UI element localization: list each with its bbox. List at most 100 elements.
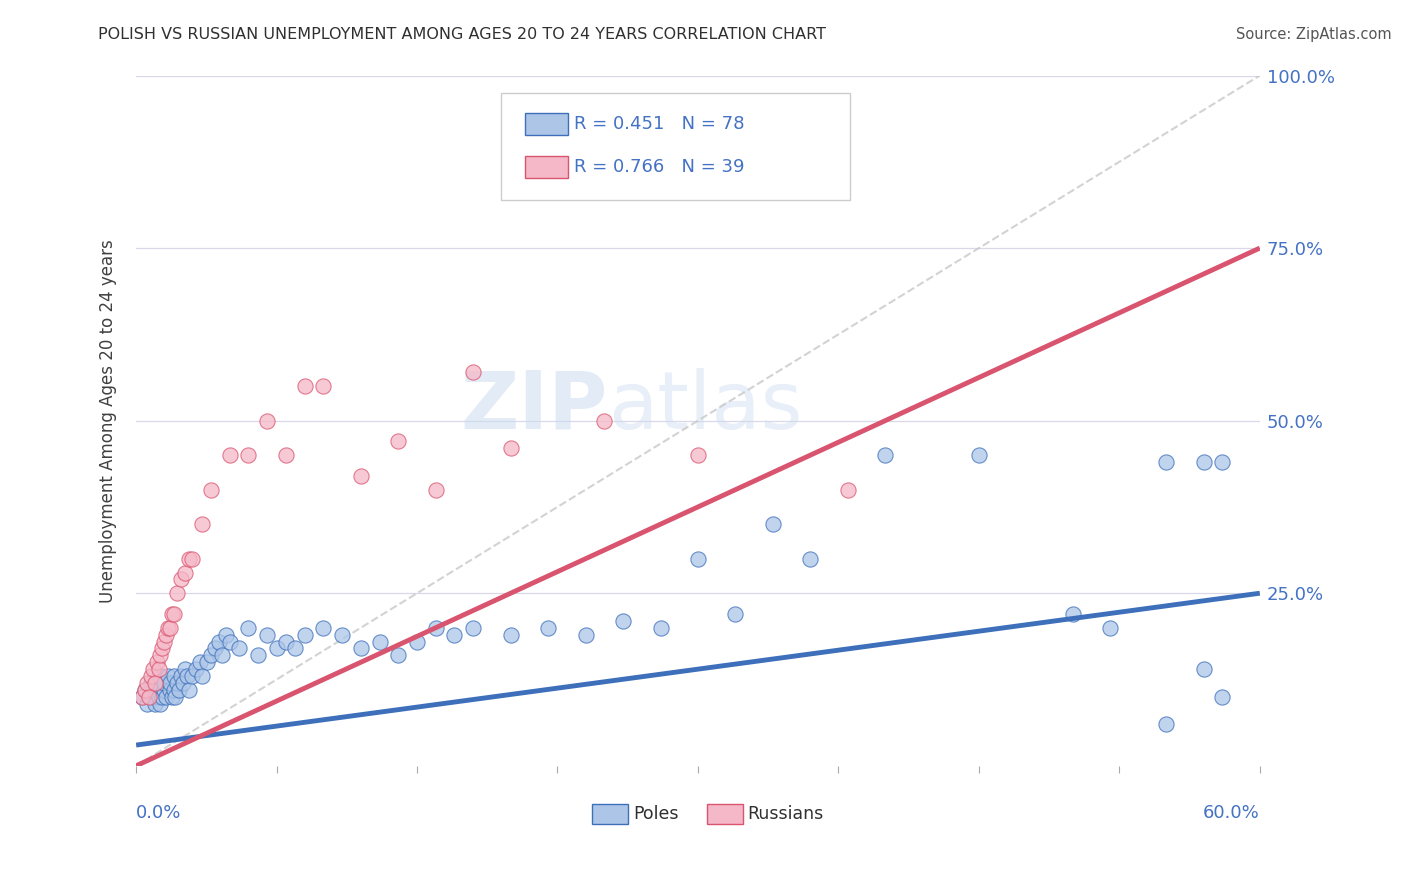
- Point: [218, 448, 240, 462]
- Point: [156, 669, 179, 683]
- Point: [1192, 455, 1215, 469]
- Point: [1211, 455, 1233, 469]
- Point: [238, 621, 260, 635]
- Text: Source: ZipAtlas.com: Source: ZipAtlas.com: [1236, 27, 1392, 42]
- Point: [142, 682, 165, 697]
- Point: [138, 690, 160, 704]
- Point: [686, 448, 709, 462]
- Point: [195, 655, 218, 669]
- Point: [177, 551, 200, 566]
- Point: [177, 682, 200, 697]
- Point: [184, 662, 207, 676]
- Point: [149, 697, 172, 711]
- Point: [246, 648, 269, 663]
- Point: [162, 607, 184, 621]
- Point: [188, 655, 211, 669]
- Point: [160, 690, 183, 704]
- Point: [837, 483, 859, 497]
- FancyBboxPatch shape: [592, 805, 628, 824]
- Point: [284, 641, 307, 656]
- Text: Poles: Poles: [633, 805, 678, 823]
- Point: [762, 517, 785, 532]
- Point: [148, 662, 170, 676]
- Point: [139, 676, 162, 690]
- Point: [204, 641, 226, 656]
- Point: [142, 662, 165, 676]
- Point: [1211, 690, 1233, 704]
- Point: [170, 573, 193, 587]
- Point: [170, 669, 193, 683]
- Text: 0.0%: 0.0%: [136, 804, 181, 822]
- Point: [463, 365, 485, 379]
- Point: [406, 634, 429, 648]
- Y-axis label: Unemployment Among Ages 20 to 24 years: Unemployment Among Ages 20 to 24 years: [100, 239, 117, 602]
- Text: R = 0.766   N = 39: R = 0.766 N = 39: [575, 158, 745, 176]
- Point: [149, 648, 172, 663]
- Point: [155, 690, 177, 704]
- Point: [153, 676, 176, 690]
- Point: [153, 682, 176, 697]
- Point: [350, 468, 373, 483]
- Point: [190, 517, 212, 532]
- Point: [143, 676, 166, 690]
- Point: [172, 676, 194, 690]
- Point: [215, 627, 238, 641]
- Point: [650, 621, 672, 635]
- Text: POLISH VS RUSSIAN UNEMPLOYMENT AMONG AGES 20 TO 24 YEARS CORRELATION CHART: POLISH VS RUSSIAN UNEMPLOYMENT AMONG AGE…: [98, 27, 827, 42]
- Point: [153, 634, 176, 648]
- Point: [134, 682, 156, 697]
- Point: [1062, 607, 1084, 621]
- Point: [425, 483, 447, 497]
- Point: [274, 634, 297, 648]
- Point: [294, 627, 316, 641]
- Point: [181, 551, 204, 566]
- Point: [387, 648, 409, 663]
- Point: [228, 641, 250, 656]
- FancyBboxPatch shape: [524, 112, 568, 135]
- Text: ZIP: ZIP: [461, 368, 607, 446]
- Point: [131, 690, 153, 704]
- Text: 60.0%: 60.0%: [1204, 804, 1260, 822]
- Point: [799, 551, 821, 566]
- Point: [148, 690, 170, 704]
- Text: Russians: Russians: [748, 805, 824, 823]
- Point: [190, 669, 212, 683]
- FancyBboxPatch shape: [524, 155, 568, 178]
- Point: [218, 634, 240, 648]
- Point: [159, 682, 181, 697]
- Point: [312, 621, 335, 635]
- Point: [149, 669, 172, 683]
- Point: [211, 648, 233, 663]
- Point: [173, 566, 195, 580]
- Point: [443, 627, 465, 641]
- Text: atlas: atlas: [607, 368, 803, 446]
- Point: [159, 676, 181, 690]
- Point: [350, 641, 373, 656]
- Point: [686, 551, 709, 566]
- Point: [266, 641, 288, 656]
- Point: [274, 448, 297, 462]
- Point: [173, 662, 195, 676]
- Point: [143, 697, 166, 711]
- Point: [593, 414, 616, 428]
- Point: [150, 641, 173, 656]
- Point: [143, 676, 166, 690]
- Point: [136, 676, 159, 690]
- Point: [148, 682, 170, 697]
- Point: [200, 483, 222, 497]
- Point: [160, 607, 183, 621]
- Point: [165, 690, 187, 704]
- Point: [200, 648, 222, 663]
- Point: [1154, 717, 1177, 731]
- Point: [294, 379, 316, 393]
- Point: [1154, 455, 1177, 469]
- FancyBboxPatch shape: [502, 93, 849, 200]
- Point: [1098, 621, 1121, 635]
- Point: [162, 669, 184, 683]
- Point: [131, 690, 153, 704]
- Point: [967, 448, 990, 462]
- Point: [181, 669, 204, 683]
- Point: [330, 627, 353, 641]
- Point: [312, 379, 335, 393]
- Point: [150, 690, 173, 704]
